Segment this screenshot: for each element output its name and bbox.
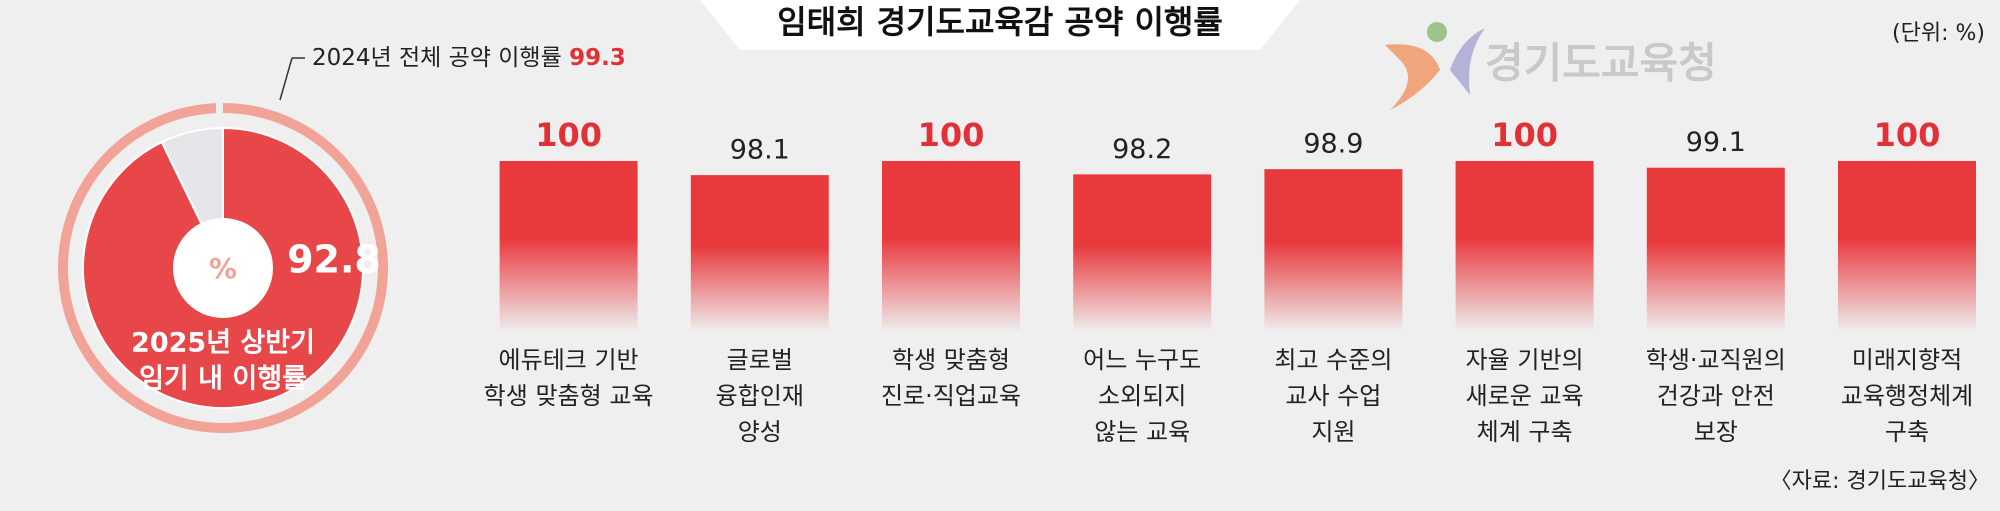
leader-line: [279, 57, 293, 101]
category-label: 지원: [1311, 418, 1355, 446]
bar: [499, 161, 638, 332]
category-label: 교육행정체계: [1841, 382, 1973, 410]
bar: [1646, 167, 1785, 332]
reference-label: 2024년 전체 공약 이행률 99.3: [312, 45, 626, 71]
reference-text: 2024년 전체 공약 이행률: [312, 45, 562, 71]
category-label: 글로벌: [727, 346, 793, 374]
logo-shape: [1450, 28, 1485, 95]
bar: [1264, 169, 1403, 332]
reference-ring: [58, 103, 389, 433]
value-label: 98.1: [730, 135, 790, 166]
title-tab: [700, 0, 1300, 50]
category-label: 구축: [1885, 418, 1929, 446]
pie-center: [173, 218, 273, 318]
pie-label: 임기 내 이행률: [139, 364, 307, 395]
category-label: 체계 구축: [1477, 418, 1573, 446]
bar: [1073, 174, 1212, 332]
bar: [882, 161, 1020, 332]
unit-label: %: [209, 252, 237, 285]
logo-shape: [1385, 44, 1440, 110]
pie-label: 2025년 상반기: [131, 328, 315, 359]
value-label: 99.1: [1686, 127, 1746, 158]
logo: 경기도교육청: [1385, 22, 1717, 110]
source: 〈자료: 경기도교육청〉: [1770, 469, 1990, 494]
category-label: 새로운 교육: [1466, 382, 1584, 410]
category-label: 어느 누구도: [1083, 346, 1201, 374]
logo-text: 경기도교육청: [1485, 39, 1717, 88]
category-label: 자율 기반의: [1466, 346, 1584, 374]
value-label: 98.2: [1112, 134, 1172, 165]
value-label: 100: [535, 116, 602, 154]
pie-value-label: 92.8: [287, 238, 381, 282]
category-label: 보장: [1694, 418, 1738, 446]
category-label: 소외되지: [1098, 382, 1186, 410]
category-label: 최고 수준의: [1274, 346, 1392, 374]
value-label: 100: [1874, 116, 1941, 154]
value-label: 98.9: [1303, 129, 1363, 160]
category-label: 학생·교직원의: [1646, 346, 1786, 374]
reference-value: 99.3: [569, 45, 626, 71]
value-label: 100: [918, 116, 985, 154]
logo-dot: [1427, 22, 1447, 42]
bar: [690, 175, 829, 332]
category-label: 학생 맞춤형: [892, 346, 1010, 374]
category-label: 에듀테크 기반: [499, 346, 639, 374]
category-label: 융합인재: [716, 382, 804, 410]
title: 임태희 경기도교육감 공약 이행률: [777, 3, 1223, 41]
category-label: 진로·직업교육: [881, 382, 1021, 410]
category-label: 양성: [738, 418, 782, 446]
bar: [1455, 161, 1594, 332]
category-label: 미래지향적: [1852, 346, 1962, 374]
category-label: 학생 맞춤형 교육: [484, 382, 654, 410]
category-label: 건강과 안전: [1657, 382, 1775, 410]
unit: (단위: %): [1892, 21, 1985, 46]
category-label: 교사 수업: [1285, 382, 1381, 410]
category-label: 않는 교육: [1094, 418, 1190, 446]
bar: [1838, 161, 1976, 332]
value-label: 100: [1491, 116, 1558, 154]
